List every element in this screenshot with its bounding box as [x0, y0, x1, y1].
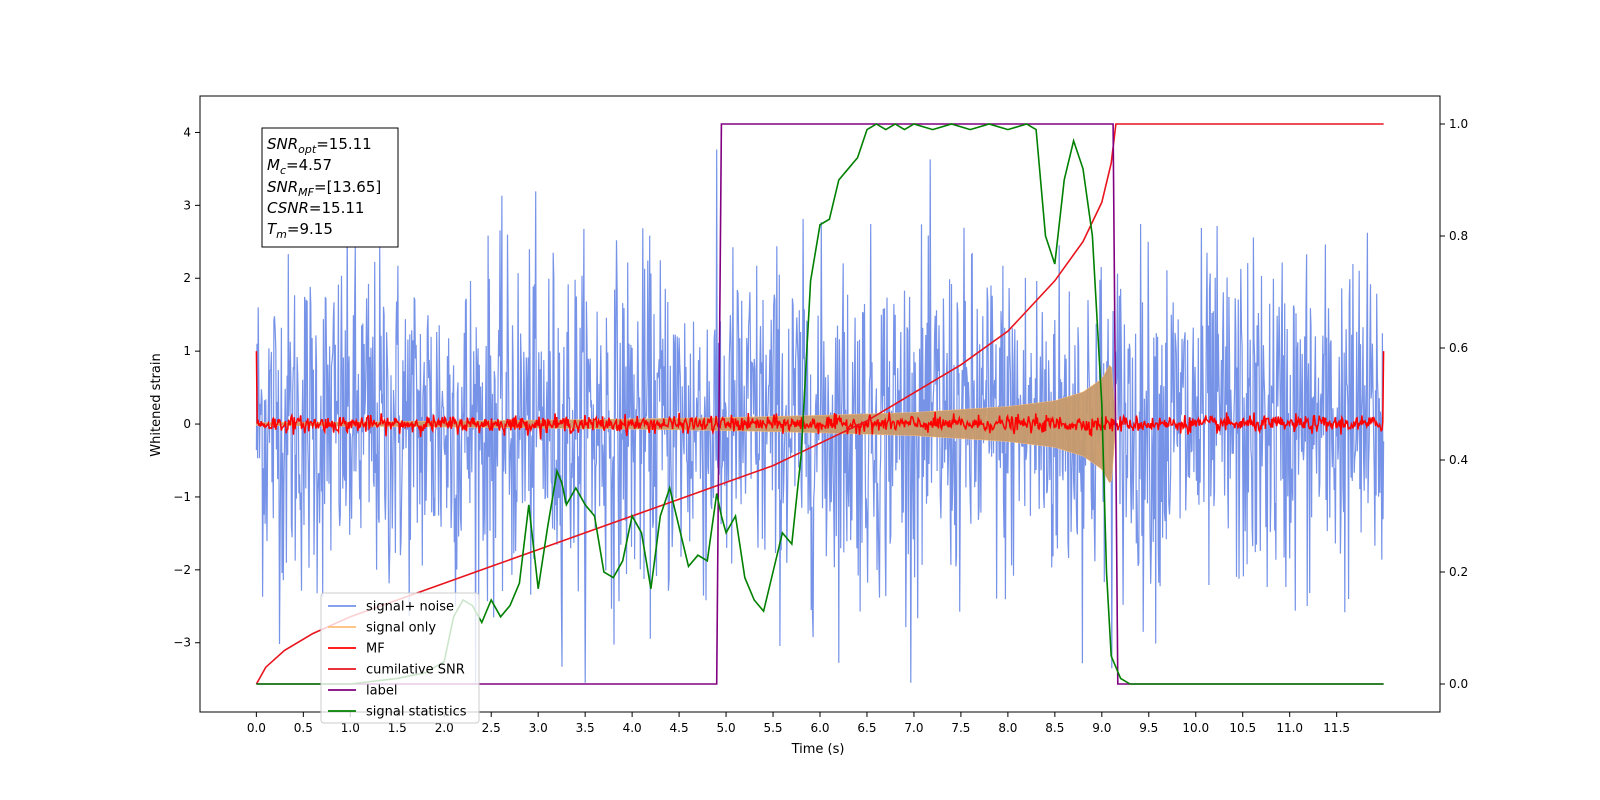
- y-tick-label: 1: [183, 344, 191, 358]
- y2-tick-label: 0.8: [1449, 229, 1468, 243]
- x-tick-label: 4.5: [670, 721, 689, 735]
- legend-entry: MF: [366, 642, 385, 657]
- x-tick-label: 5.5: [763, 721, 782, 735]
- x-tick-label: 5.0: [717, 721, 736, 735]
- y-tick-label: −2: [173, 563, 191, 577]
- y2-tick-label: 1.0: [1449, 117, 1468, 131]
- y-tick-label: 4: [183, 125, 191, 139]
- x-tick-label: 6.0: [810, 721, 829, 735]
- legend-entry: signal only: [366, 621, 436, 636]
- info-snr-opt: SNRopt=15.11: [267, 135, 372, 156]
- y-axis-label: Whitened strain: [149, 353, 164, 456]
- info-tm: Tm=9.15: [267, 220, 333, 241]
- y2-tick-label: 0.6: [1449, 341, 1468, 355]
- x-tick-label: 9.5: [1139, 721, 1158, 735]
- x-tick-label: 9.0: [1092, 721, 1111, 735]
- x-tick-label: 8.0: [998, 721, 1017, 735]
- legend: signal+ noise signal only MF cumilative SNR…: [320, 592, 480, 724]
- x-axis: 0.0 0.5 1.0 1.5 2.0 2.5 3.0 3.5 4.0 4.5 5.0 5.5 6.0 6…: [247, 712, 1350, 735]
- x-tick-label: 1.0: [341, 721, 360, 735]
- x-tick-label: 10.5: [1229, 721, 1256, 735]
- info-mc: Mc=4.57: [267, 156, 332, 177]
- x-axis-label: Time (s): [791, 742, 845, 757]
- info-snr-mf: SNRMF=[13.65]: [267, 178, 381, 199]
- x-tick-label: 6.5: [857, 721, 876, 735]
- series-signal-statistics-line: [256, 123, 1384, 685]
- series-mf-line: [255, 351, 1385, 440]
- x-tick-label: 0.0: [247, 721, 266, 735]
- y-tick-label: −3: [173, 636, 191, 650]
- x-tick-label: 1.5: [388, 721, 407, 735]
- y2-tick-label: 0.2: [1449, 565, 1468, 579]
- legend-entry: cumilative SNR: [366, 663, 465, 678]
- legend-entry: signal+ noise: [366, 600, 454, 615]
- legend-entry: label: [366, 684, 397, 699]
- y2-tick-label: 0.4: [1449, 453, 1468, 467]
- x-tick-label: 0.5: [294, 721, 313, 735]
- info-csnr: CSNR=15.11: [267, 199, 364, 217]
- legend-entry: signal statistics: [366, 705, 467, 720]
- y2-tick-label: 0.0: [1449, 677, 1468, 691]
- x-tick-label: 7.5: [951, 721, 970, 735]
- y-axis-right: 0.0 0.2 0.4 0.6 0.8 1.0: [1440, 117, 1468, 691]
- y-tick-label: 2: [183, 271, 191, 285]
- x-tick-label: 10.0: [1182, 721, 1209, 735]
- x-tick-label: 8.5: [1045, 721, 1064, 735]
- y-axis-left: −3 −2 −1 0 1 2 3 4: [173, 125, 200, 650]
- x-tick-label: 4.0: [623, 721, 642, 735]
- x-tick-label: 11.5: [1323, 721, 1350, 735]
- x-tick-label: 7.0: [904, 721, 923, 735]
- x-tick-label: 3.0: [529, 721, 548, 735]
- x-tick-label: 2.5: [482, 721, 501, 735]
- y-tick-label: 0: [183, 417, 191, 431]
- y-tick-label: −1: [173, 490, 191, 504]
- plot-area: [255, 123, 1385, 685]
- x-tick-label: 2.0: [435, 721, 454, 735]
- info-box: SNRopt=15.11 Mc=4.57 SNRMF=[13.65] CSNR=…: [261, 127, 399, 248]
- y-tick-label: 3: [183, 198, 191, 212]
- x-tick-label: 11.0: [1276, 721, 1303, 735]
- x-tick-label: 3.5: [576, 721, 595, 735]
